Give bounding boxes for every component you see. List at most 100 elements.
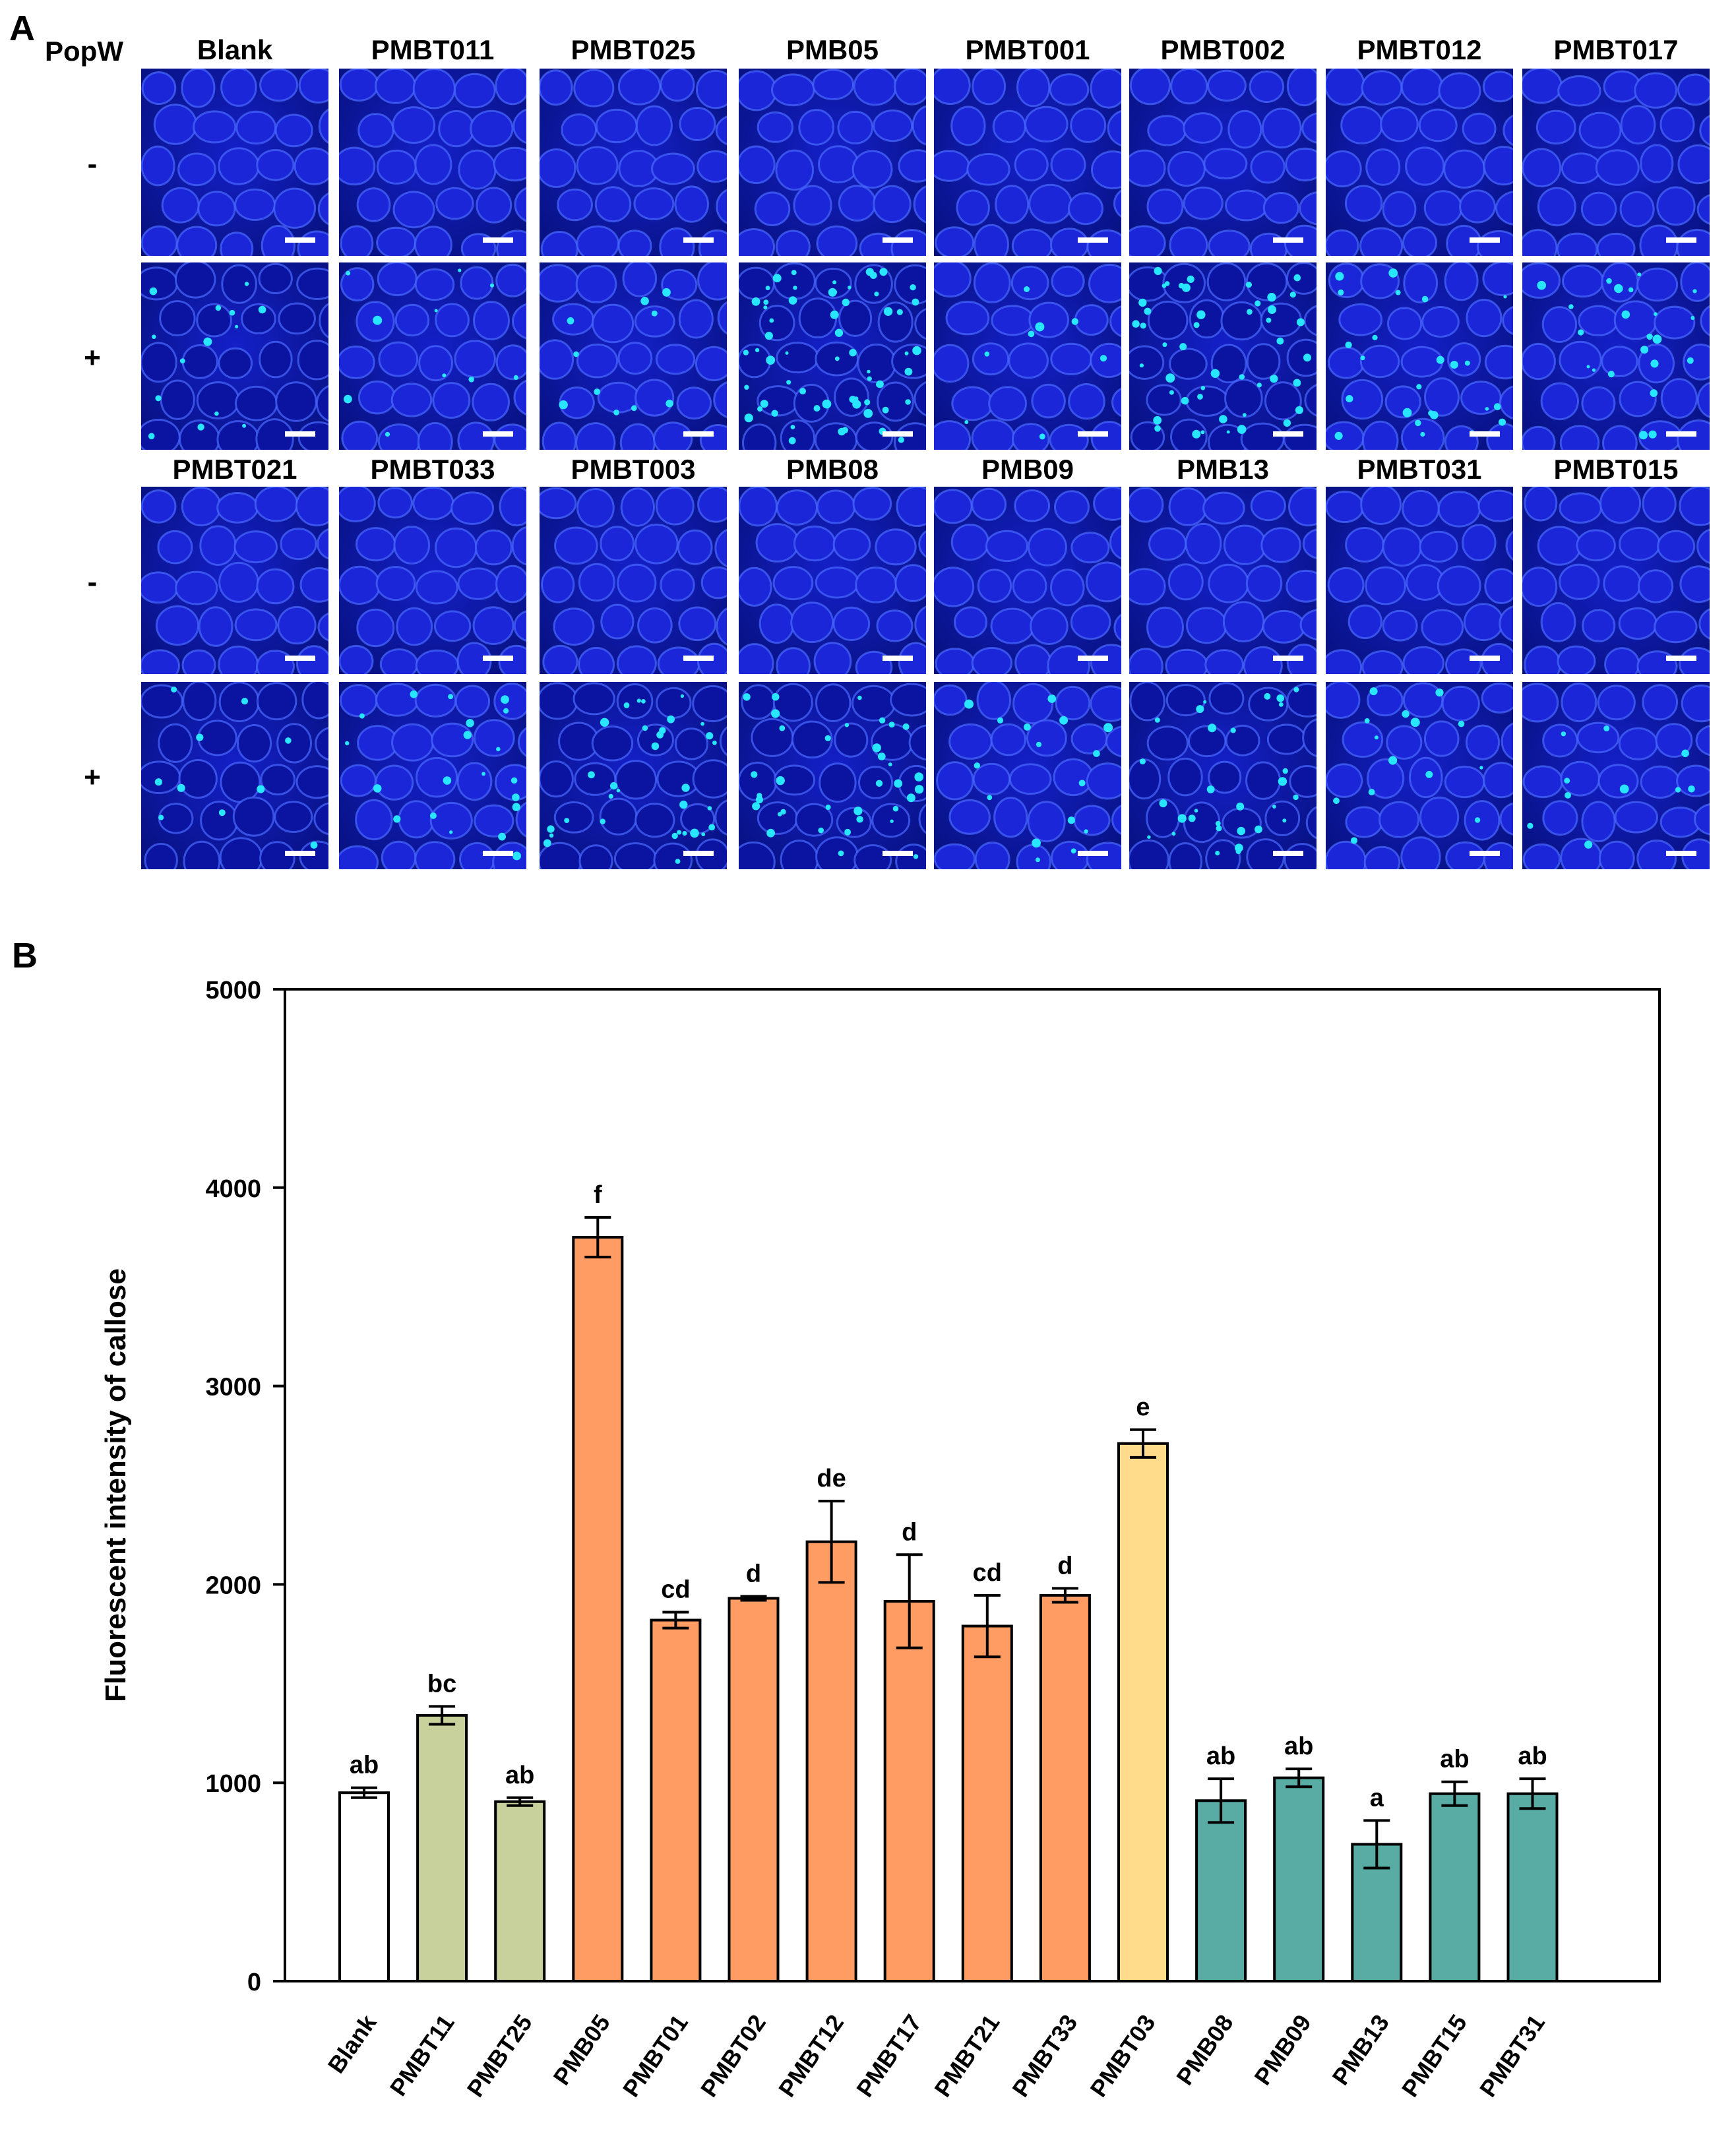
- callose-spot: [242, 424, 246, 428]
- cell-outline: [222, 69, 257, 106]
- callose-spot: [1264, 693, 1270, 700]
- callose-spot: [214, 412, 219, 416]
- callose-spot: [559, 400, 568, 409]
- callose-spot: [1561, 731, 1566, 736]
- cell-outline: [1171, 419, 1207, 450]
- cell-outline: [518, 725, 526, 758]
- cell-outline: [183, 346, 217, 379]
- callose-spot: [600, 818, 605, 824]
- cell-outline: [915, 605, 926, 643]
- callose-spot: [672, 833, 678, 839]
- callose-spot: [197, 423, 204, 430]
- cell-outline: [1582, 193, 1615, 225]
- cell-outline: [542, 232, 577, 257]
- cell-outline: [233, 797, 274, 836]
- callose-spot: [410, 691, 418, 698]
- cell-outline: [1115, 611, 1121, 644]
- cell-outline: [1028, 802, 1065, 842]
- cell-outline: [1462, 382, 1501, 414]
- callose-spot: [1294, 274, 1301, 282]
- cell-outline: [471, 111, 512, 146]
- cell-outline: [399, 801, 433, 838]
- cell-outline: [540, 683, 577, 719]
- callose-spot: [481, 772, 485, 776]
- cell-outline: [1030, 303, 1069, 337]
- cell-outline: [777, 491, 817, 525]
- cell-outline: [1557, 233, 1597, 256]
- significance-label: de: [817, 1465, 846, 1492]
- cell-outline: [276, 383, 317, 421]
- cell-outline: [476, 530, 512, 565]
- cell-outline: [1477, 231, 1513, 257]
- cell-outline: [197, 304, 232, 336]
- cell-outline: [1501, 803, 1513, 835]
- cell-outline: [1012, 230, 1052, 256]
- cell-outline: [416, 571, 457, 603]
- column-label: PMBT003: [534, 454, 732, 485]
- callose-spot: [791, 270, 797, 275]
- cell-outline: [717, 607, 727, 646]
- micrograph-plus-popw: [141, 682, 328, 869]
- micrograph-plus-popw: [1326, 262, 1513, 450]
- cell-outline: [416, 685, 456, 716]
- cell-outline: [1615, 301, 1656, 339]
- cell-outline: [1442, 687, 1479, 720]
- cell-outline: [1561, 839, 1601, 869]
- cell-outline: [141, 572, 177, 603]
- cell-outline: [579, 564, 614, 600]
- cell-outline: [158, 531, 192, 563]
- callose-spot: [1207, 785, 1215, 793]
- cell-outline: [377, 684, 418, 716]
- callose-spot: [1499, 419, 1506, 426]
- callose-spot: [1255, 300, 1260, 306]
- micrograph-minus-popw: [141, 69, 328, 256]
- cell-outline: [1463, 525, 1496, 561]
- callose-spot: [393, 815, 400, 822]
- cell-outline: [1522, 344, 1555, 379]
- cell-outline: [1578, 723, 1619, 752]
- cell-outline: [218, 493, 258, 523]
- cell-outline: [1015, 491, 1049, 522]
- cell-outline: [1266, 383, 1301, 419]
- callose-spot: [897, 309, 903, 315]
- callose-spot: [1154, 267, 1162, 275]
- x-tick-label: PMBT11: [385, 2010, 460, 2101]
- callose-spot: [1216, 821, 1221, 826]
- cell-outline: [255, 487, 297, 521]
- cell-outline: [1367, 150, 1400, 185]
- cell-outline: [495, 684, 526, 720]
- cell-outline: [577, 344, 617, 377]
- cell-outline: [1115, 188, 1122, 220]
- cell-outline: [357, 189, 390, 222]
- cell-outline: [952, 387, 993, 420]
- cell-outline: [1206, 840, 1240, 869]
- cell-outline: [758, 113, 792, 142]
- cell-outline: [1460, 191, 1495, 222]
- cell-outline: [1679, 145, 1710, 183]
- scale-bar: [1470, 237, 1500, 243]
- cell-outline: [693, 686, 727, 721]
- cell-outline: [278, 724, 311, 762]
- cell-outline: [698, 151, 727, 181]
- significance-label: a: [1370, 1784, 1384, 1812]
- cell-outline: [1559, 77, 1600, 106]
- significance-label: ab: [505, 1762, 534, 1789]
- cell-outline: [377, 150, 416, 183]
- callose-spot: [588, 771, 595, 778]
- micrograph-plus-popw: [339, 682, 526, 869]
- cell-outline: [301, 568, 328, 601]
- cell-outline: [1579, 306, 1617, 335]
- callose-spot: [640, 297, 649, 305]
- cell-outline: [1500, 606, 1513, 642]
- bar: [807, 1542, 856, 1981]
- cell-outline: [1583, 610, 1615, 642]
- cell-outline: [220, 683, 259, 722]
- cell-outline: [1015, 149, 1047, 180]
- cell-outline: [1032, 384, 1065, 417]
- callose-spot: [1239, 374, 1245, 380]
- cell-outline: [952, 107, 985, 145]
- cell-outline: [555, 803, 593, 833]
- cell-outline: [915, 308, 926, 340]
- callose-spot: [743, 350, 749, 355]
- x-tick-label: PMB09: [1249, 2010, 1316, 2090]
